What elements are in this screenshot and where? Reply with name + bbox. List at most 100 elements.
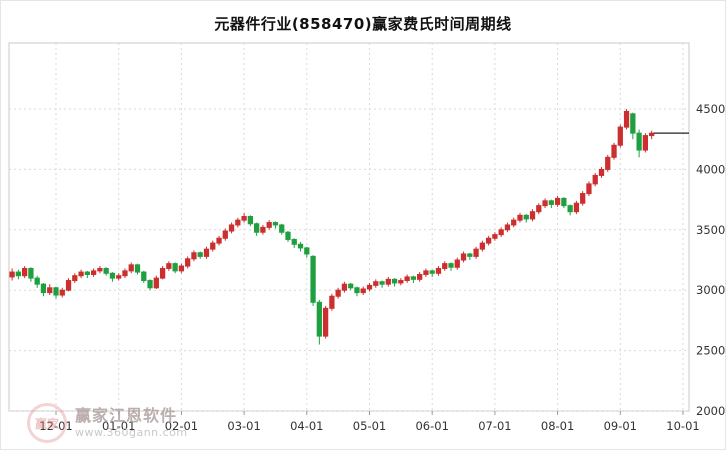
candle-body [492, 234, 498, 239]
candle-body [53, 287, 59, 296]
x-axis-label: 04-01 [290, 419, 323, 433]
candle-body [272, 222, 279, 226]
candle-body [291, 238, 297, 245]
candle-body [260, 226, 266, 233]
candle-body [580, 193, 586, 204]
chart-title: 元器件行业(858470)赢家费氏时间周期线 [214, 15, 512, 33]
candle-body [504, 224, 511, 231]
candle-body [185, 258, 191, 267]
candle-body [254, 223, 260, 233]
candle-body [548, 200, 554, 205]
candle-body [216, 237, 222, 244]
candle-body [78, 271, 84, 277]
candle-body [134, 264, 141, 273]
candle-body [623, 110, 630, 128]
candle-body [166, 263, 172, 269]
y-axis-label: 2000 [696, 404, 725, 418]
candle-body [467, 253, 473, 257]
candle-body [247, 216, 254, 225]
candle-body [617, 126, 623, 146]
candle-body [642, 135, 649, 151]
candle-body [116, 275, 122, 279]
candle-body [429, 270, 435, 274]
candle-body [366, 284, 373, 290]
candle-body [611, 144, 617, 158]
candle-body [373, 281, 379, 286]
candle-body [153, 277, 159, 289]
candle-body [191, 252, 197, 260]
candle-body [72, 275, 78, 282]
candle-body [197, 252, 203, 257]
x-axis-label: 05-01 [353, 419, 386, 433]
candle-body [22, 267, 28, 277]
candle-body [297, 243, 304, 249]
candle-body [398, 280, 404, 284]
candle-body [222, 230, 228, 239]
candle-body [404, 276, 410, 282]
candle-body [141, 271, 147, 282]
y-axis-label: 4000 [696, 162, 725, 176]
candle-body [435, 267, 442, 274]
y-axis-label: 3000 [696, 283, 725, 297]
candle-body [128, 264, 134, 272]
candle-body [636, 132, 642, 151]
candle-body [485, 237, 492, 244]
candle-body [529, 211, 536, 220]
candle-body [316, 301, 322, 337]
candle-body [228, 224, 235, 232]
candle-body [592, 174, 598, 185]
candle-body [448, 263, 454, 268]
candle-body [649, 132, 655, 137]
y-axis-label: 4500 [696, 102, 725, 116]
x-axis-label: 07-01 [478, 419, 511, 433]
candle-body [561, 197, 567, 207]
candle-body [410, 276, 417, 280]
candle-body [65, 280, 72, 291]
candle-body [385, 278, 391, 285]
candle-body [360, 288, 366, 294]
candle-body [210, 242, 216, 250]
candle-body [103, 267, 109, 274]
x-axis-label: 02-01 [165, 419, 198, 433]
candle-body [15, 271, 22, 277]
candle-body [279, 224, 285, 233]
candle-body [285, 231, 291, 240]
candle-body [59, 289, 65, 296]
candle-body [542, 200, 548, 207]
candle-body [442, 263, 448, 269]
candle-body [147, 280, 153, 289]
candle-body [335, 289, 341, 297]
candle-body [172, 263, 178, 272]
x-axis-label: 06-01 [415, 419, 448, 433]
candle-body [417, 273, 423, 280]
candle-body [97, 267, 103, 272]
x-axis-label: 01-01 [102, 419, 135, 433]
candle-body [329, 295, 335, 309]
candle-body [310, 255, 316, 303]
candle-body [84, 271, 90, 275]
candle-body [341, 283, 348, 291]
candle-body [178, 265, 185, 272]
plot-border [8, 42, 690, 412]
candle-body [109, 272, 116, 279]
candle-body [460, 253, 467, 261]
candle-body [630, 113, 636, 134]
candle-body [605, 156, 611, 170]
candle-body [536, 205, 542, 213]
candle-body [523, 214, 529, 220]
candle-body [203, 248, 210, 257]
candle-body [586, 183, 592, 195]
x-axis-label: 08-01 [541, 419, 574, 433]
candle-body [348, 283, 354, 289]
candle-body [379, 281, 385, 285]
candle-body [322, 307, 329, 337]
candle-body [423, 270, 429, 275]
candle-body [304, 247, 310, 255]
x-axis-label: 03-01 [227, 419, 260, 433]
candle-body [567, 205, 573, 213]
candle-body [266, 222, 272, 228]
candle-body [28, 267, 34, 279]
candle-body [9, 271, 15, 278]
